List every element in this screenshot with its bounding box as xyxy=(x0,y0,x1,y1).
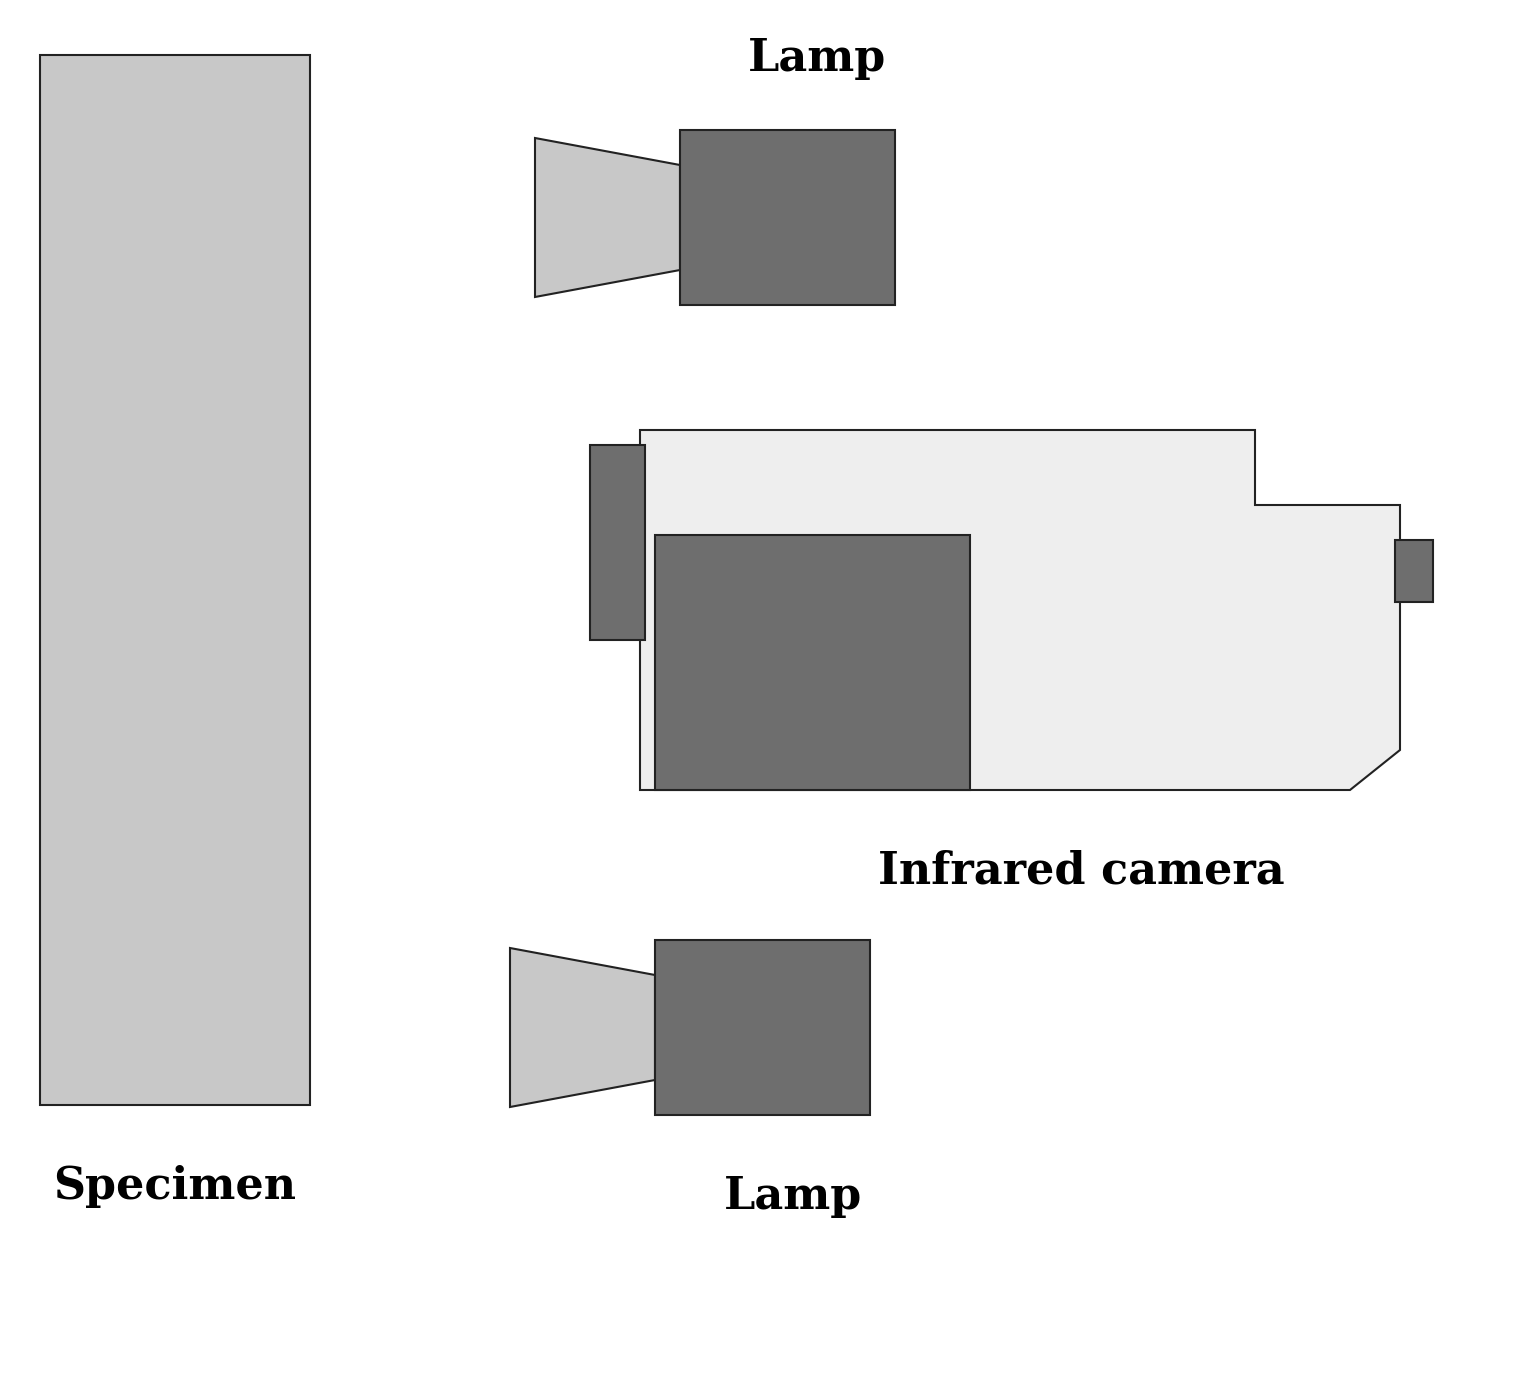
Polygon shape xyxy=(535,139,680,297)
Bar xyxy=(590,445,645,640)
Text: Infrared camera: Infrared camera xyxy=(878,850,1284,893)
Text: Lamp: Lamp xyxy=(748,37,887,80)
Bar xyxy=(654,535,969,790)
Polygon shape xyxy=(641,430,1401,790)
Bar xyxy=(654,940,870,1114)
Bar xyxy=(680,130,894,305)
Bar xyxy=(1394,541,1433,602)
Text: Lamp: Lamp xyxy=(723,1175,862,1218)
Polygon shape xyxy=(511,948,654,1107)
Text: Specimen: Specimen xyxy=(54,1166,297,1209)
Bar xyxy=(40,55,310,1105)
